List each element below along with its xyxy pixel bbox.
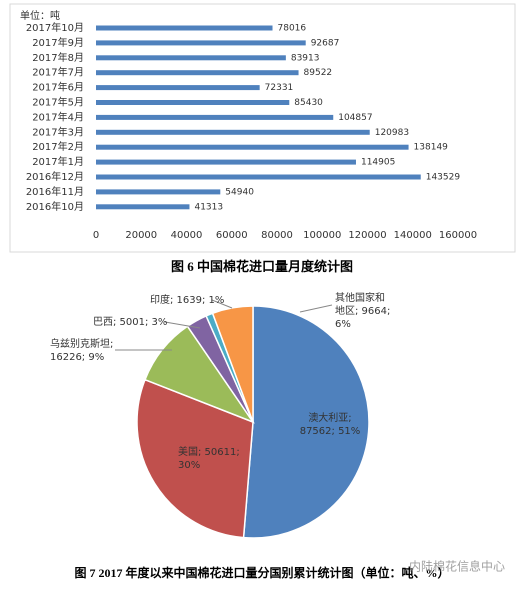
x-tick-label: 100000: [303, 230, 341, 241]
bar: [96, 174, 421, 180]
bar: [96, 189, 221, 195]
x-tick-label: 60000: [216, 230, 248, 241]
bar: [96, 55, 286, 61]
value-label: 92687: [311, 38, 340, 48]
data-label: 16226; 9%: [50, 352, 104, 363]
data-label: 澳大利亚;: [308, 411, 351, 424]
value-label: 83913: [291, 53, 320, 63]
x-tick-label: 80000: [261, 230, 293, 241]
value-label: 120983: [375, 128, 409, 138]
bar: [96, 144, 409, 150]
data-label: 乌兹别克斯坦;: [50, 337, 113, 350]
bar: [96, 114, 334, 120]
bar: [96, 204, 190, 210]
value-label: 89522: [304, 68, 333, 78]
caption: 图 7 2017 年度以来中国棉花进口量分国别累计统计图（单位：吨、%）: [74, 565, 449, 580]
y-tick-label: 2017年7月: [32, 66, 84, 79]
x-tick-label: 20000: [125, 230, 157, 241]
pie-slice: [211, 305, 254, 423]
value-label: 143529: [426, 173, 461, 183]
value-label: 41313: [194, 202, 223, 212]
data-label: 30%: [178, 460, 200, 471]
x-tick-label: 0: [93, 230, 99, 241]
leader-line: [299, 304, 333, 313]
value-label: 138149: [414, 143, 449, 153]
x-tick-label: 120000: [348, 230, 386, 241]
bar: [96, 159, 356, 165]
caption: 图 6 中国棉花进口量月度统计图: [171, 259, 353, 274]
leader-line: [164, 321, 201, 329]
unit-label: 单位：吨: [20, 9, 60, 22]
bar: [96, 129, 370, 135]
bar: [96, 100, 290, 105]
data-label: 美国; 50611;: [178, 445, 240, 458]
x-tick-label: 160000: [439, 230, 477, 241]
value-label: 85430: [294, 98, 323, 108]
y-tick-label: 2017年1月: [32, 155, 84, 168]
pie-slice: [242, 305, 370, 539]
bar: [96, 70, 299, 76]
y-tick-label: 2017年9月: [32, 36, 84, 49]
x-tick-label: 140000: [394, 230, 432, 241]
data-label: 6%: [335, 319, 351, 330]
y-tick-label: 2017年6月: [32, 81, 84, 94]
data-label: 地区; 9664;: [335, 304, 390, 317]
y-tick-label: 2017年8月: [32, 51, 84, 64]
y-tick-label: 2017年2月: [32, 140, 84, 153]
value-label: 114905: [361, 158, 395, 168]
bar: [96, 25, 273, 31]
bar: [96, 40, 306, 46]
bar: [96, 85, 260, 91]
value-label: 72331: [265, 83, 294, 93]
y-tick-label: 2017年10月: [26, 21, 84, 34]
pie-slice: [136, 378, 254, 539]
value-label: 54940: [225, 187, 254, 197]
watermark: 内陆棉花信息中心: [409, 559, 505, 574]
data-label: 其他国家和: [335, 291, 385, 304]
data-label: 印度; 1639; 1%: [150, 293, 224, 306]
leader-line: [211, 299, 233, 309]
data-label: 巴西; 5001; 3%: [93, 316, 167, 328]
x-tick-label: 40000: [171, 230, 203, 241]
y-tick-label: 2016年11月: [26, 185, 84, 198]
y-tick-label: 2016年10月: [26, 200, 84, 213]
y-tick-label: 2017年3月: [32, 125, 84, 138]
data-label: 87562; 51%: [300, 426, 361, 437]
y-tick-label: 2016年12月: [26, 170, 84, 183]
value-label: 78016: [278, 24, 307, 34]
value-label: 104857: [338, 113, 372, 123]
y-tick-label: 2017年5月: [32, 96, 84, 109]
y-tick-label: 2017年4月: [32, 110, 84, 123]
